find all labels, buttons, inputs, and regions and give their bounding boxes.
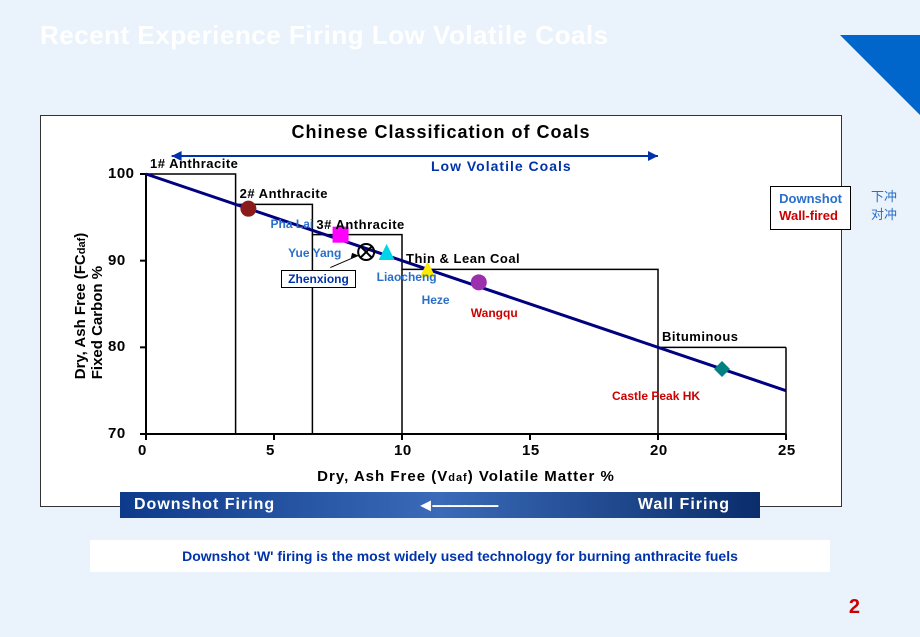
legend-wallfired: Wall-fired xyxy=(779,208,842,225)
ytick: 100 xyxy=(108,165,135,182)
xtick: 5 xyxy=(266,442,275,459)
ytick: 80 xyxy=(108,338,126,355)
data-point xyxy=(714,361,730,377)
point-label: Heze xyxy=(422,293,450,307)
xtick: 25 xyxy=(778,442,796,459)
x-axis-label: Dry, Ash Free (Vdaf) Volatile Matter % xyxy=(146,468,786,485)
point-label: Zhenxiong xyxy=(281,270,356,288)
data-point xyxy=(240,201,256,217)
category-label: Bituminous xyxy=(662,329,739,344)
category-label: 1# Anthracite xyxy=(150,156,238,171)
bar-left: Downshot Firing xyxy=(120,496,275,514)
category-label: 3# Anthracite xyxy=(316,217,404,232)
point-label: Castle Peak HK xyxy=(612,389,700,403)
slide-title: Recent Experience Firing Low Volatile Co… xyxy=(40,20,609,51)
corner-accent xyxy=(840,35,920,115)
chart-container: Chinese Classification of Coals Low Vola… xyxy=(40,115,842,507)
point-label: Wangqu xyxy=(471,306,518,320)
bar-right: Wall Firing xyxy=(638,496,760,514)
chart-title: Chinese Classification of Coals xyxy=(41,122,841,143)
point-label: Yue Yang xyxy=(288,246,341,260)
data-point xyxy=(471,274,487,290)
low-volatile-label: Low Volatile Coals xyxy=(431,158,572,174)
ytick: 70 xyxy=(108,425,126,442)
xtick: 15 xyxy=(522,442,540,459)
firing-bar: Downshot Firing ◄———— Wall Firing xyxy=(120,492,760,518)
xtick: 0 xyxy=(138,442,147,459)
xtick: 20 xyxy=(650,442,668,459)
y-axis-label: Dry, Ash Free (FCdaf)Fixed Carbon % xyxy=(72,233,106,380)
xtick: 10 xyxy=(394,442,412,459)
legend-downshot: Downshot xyxy=(779,191,842,208)
category-label: Thin & Lean Coal xyxy=(406,251,520,266)
point-label: Liaocheng xyxy=(377,270,437,284)
page-number: 2 xyxy=(849,596,860,619)
category-label: 2# Anthracite xyxy=(240,186,328,201)
ytick: 90 xyxy=(108,252,126,269)
caption: Downshot 'W' firing is the most widely u… xyxy=(90,540,830,572)
legend-cjk: 下冲 对冲 xyxy=(871,188,897,224)
bar-arrow-icon: ◄———— xyxy=(275,495,638,516)
point-label: Pha Lai xyxy=(271,217,314,231)
